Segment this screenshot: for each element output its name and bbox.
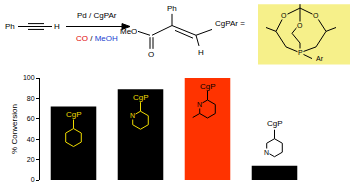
svg-text:Ph: Ph (167, 4, 177, 13)
svg-text:O: O (148, 50, 154, 59)
svg-text:Ar: Ar (316, 55, 324, 62)
svg-text:80: 80 (27, 95, 35, 102)
svg-text:CO / MeOH: CO / MeOH (76, 34, 118, 43)
svg-text:100: 100 (23, 74, 35, 81)
svg-text:% Conversion: % Conversion (10, 104, 19, 154)
svg-text:H: H (198, 48, 204, 57)
svg-text:0: 0 (31, 176, 35, 183)
svg-text:N: N (264, 149, 269, 156)
svg-text:P: P (298, 49, 303, 56)
svg-text:20: 20 (27, 156, 35, 163)
svg-text:MeO: MeO (120, 27, 137, 36)
svg-text:CgP: CgP (66, 110, 82, 119)
svg-text:O: O (297, 22, 303, 29)
svg-text:Pd / CgPAr: Pd / CgPAr (77, 11, 117, 20)
svg-text:O: O (281, 12, 287, 19)
svg-text:N: N (197, 101, 202, 108)
svg-text:40: 40 (27, 136, 35, 143)
svg-text:60: 60 (27, 115, 35, 122)
svg-text:CgP: CgP (133, 93, 149, 102)
svg-text:Ph: Ph (5, 22, 15, 31)
svg-text:CgPAr =: CgPAr = (215, 19, 245, 28)
svg-text:O: O (313, 12, 319, 19)
svg-text:CgP: CgP (267, 119, 283, 128)
svg-text:H: H (54, 22, 60, 31)
svg-text:CgP: CgP (200, 82, 216, 91)
svg-text:N: N (130, 112, 135, 119)
